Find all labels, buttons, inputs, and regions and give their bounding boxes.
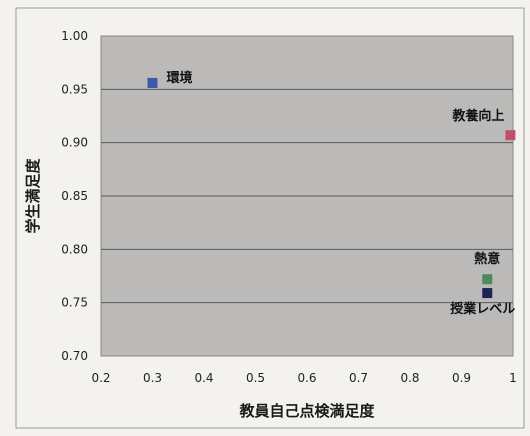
x-tick-label: 0.6 [297,371,316,385]
x-tick-label: 0.8 [400,371,419,385]
x-tick-label: 0.5 [246,371,265,385]
x-tick-label: 0.2 [91,371,110,385]
y-tick-label: 0.85 [61,189,88,203]
data-point-label: 熱意 [474,251,500,267]
y-tick-label: 1.00 [61,29,88,43]
data-point-marker [482,288,493,299]
data-point-label: 授業レベル [450,301,515,317]
data-point-label: 環境 [167,70,193,86]
y-tick-labels: 1.00 0.95 0.90 0.85 0.80 0.75 0.70 [61,29,88,363]
y-tick-label: 0.80 [61,242,88,256]
x-tick-label: 0.3 [143,371,162,385]
x-tick-label: 1 [509,371,517,385]
x-tick-label: 0.4 [194,371,213,385]
x-tick-label: 0.7 [349,371,368,385]
y-tick-label: 0.95 [61,82,88,96]
data-point-label: 教養向上 [451,108,504,124]
x-axis-label: 教員自己点検満足度 [238,402,375,420]
data-point-marker [482,274,493,285]
data-point-marker [505,130,516,141]
y-axis-label: 学生満足度 [24,158,42,234]
y-tick-label: 0.90 [61,136,88,150]
gridlines [101,88,513,304]
y-tick-label: 0.70 [61,349,88,363]
y-tick-label: 0.75 [61,296,88,310]
chart-frame [15,7,525,429]
x-tick-label: 0.9 [452,371,471,385]
x-tick-labels: 0.2 0.3 0.4 0.5 0.6 0.7 0.8 0.9 1 [91,371,516,385]
data-point-marker [147,77,158,88]
